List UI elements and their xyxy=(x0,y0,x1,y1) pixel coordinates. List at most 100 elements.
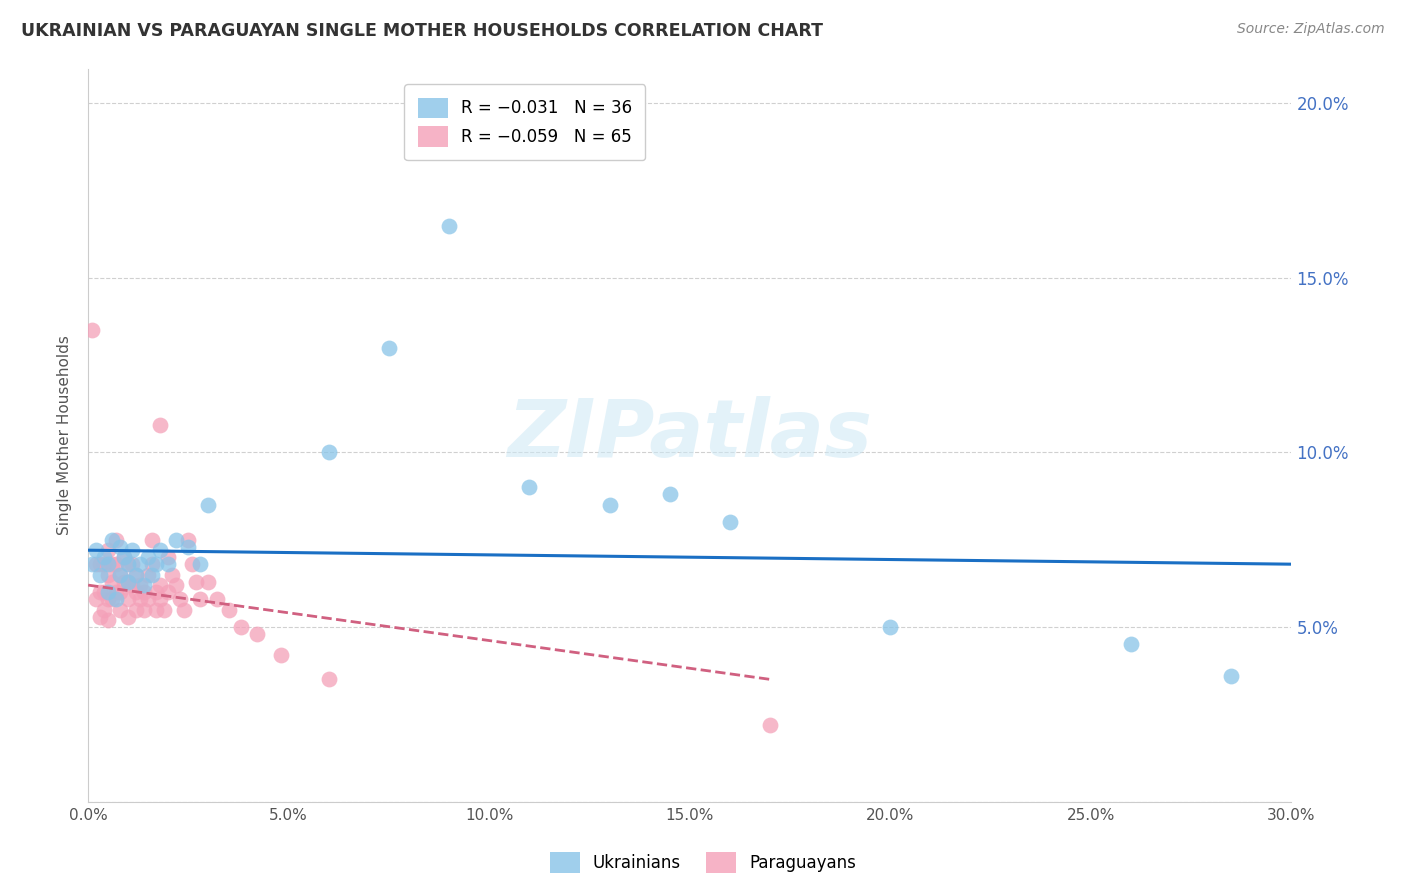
Point xyxy=(125,567,148,582)
Point xyxy=(145,602,167,616)
Point xyxy=(110,602,132,616)
Point xyxy=(136,550,159,565)
Point xyxy=(117,574,139,589)
Point xyxy=(121,557,143,571)
Point xyxy=(177,540,200,554)
Point xyxy=(157,550,180,565)
Point xyxy=(134,585,156,599)
Text: UKRAINIAN VS PARAGUAYAN SINGLE MOTHER HOUSEHOLDS CORRELATION CHART: UKRAINIAN VS PARAGUAYAN SINGLE MOTHER HO… xyxy=(21,22,823,40)
Point xyxy=(173,602,195,616)
Point xyxy=(197,574,219,589)
Point xyxy=(145,557,167,571)
Point xyxy=(84,543,107,558)
Point xyxy=(101,574,124,589)
Point xyxy=(125,567,148,582)
Point xyxy=(879,620,901,634)
Point xyxy=(149,592,172,607)
Point xyxy=(318,445,340,459)
Point xyxy=(117,557,139,571)
Point xyxy=(186,574,208,589)
Point xyxy=(190,592,212,607)
Point xyxy=(125,602,148,616)
Point xyxy=(84,557,107,571)
Point xyxy=(101,533,124,547)
Point xyxy=(437,219,460,233)
Point xyxy=(1220,669,1243,683)
Point xyxy=(121,578,143,592)
Point xyxy=(89,609,111,624)
Point xyxy=(246,627,269,641)
Point xyxy=(157,557,180,571)
Point xyxy=(105,557,128,571)
Point xyxy=(97,557,120,571)
Point xyxy=(190,557,212,571)
Point xyxy=(149,543,172,558)
Point xyxy=(89,557,111,571)
Legend: R = −0.031   N = 36, R = −0.059   N = 65: R = −0.031 N = 36, R = −0.059 N = 65 xyxy=(405,84,645,160)
Point xyxy=(89,567,111,582)
Point xyxy=(229,620,252,634)
Point xyxy=(125,585,148,599)
Point xyxy=(162,567,184,582)
Point xyxy=(141,567,163,582)
Point xyxy=(110,567,132,582)
Point xyxy=(141,533,163,547)
Point xyxy=(89,585,111,599)
Point xyxy=(117,592,139,607)
Point xyxy=(181,557,204,571)
Point xyxy=(378,341,401,355)
Point xyxy=(205,592,228,607)
Y-axis label: Single Mother Households: Single Mother Households xyxy=(58,335,72,535)
Point xyxy=(82,323,104,337)
Text: ZIPatlas: ZIPatlas xyxy=(508,396,872,474)
Point xyxy=(318,673,340,687)
Point xyxy=(270,648,292,662)
Point xyxy=(136,567,159,582)
Point xyxy=(658,487,681,501)
Point xyxy=(218,602,240,616)
Point xyxy=(136,592,159,607)
Point xyxy=(1119,637,1142,651)
Point xyxy=(197,498,219,512)
Point xyxy=(112,574,135,589)
Point xyxy=(117,609,139,624)
Point xyxy=(93,550,115,565)
Point xyxy=(117,557,139,571)
Point xyxy=(153,602,176,616)
Point xyxy=(129,578,152,592)
Point xyxy=(149,417,172,432)
Point xyxy=(165,533,187,547)
Point xyxy=(105,585,128,599)
Point xyxy=(82,557,104,571)
Point xyxy=(105,533,128,547)
Point xyxy=(97,585,120,599)
Point xyxy=(110,567,132,582)
Point xyxy=(101,592,124,607)
Point xyxy=(97,567,120,582)
Point xyxy=(599,498,621,512)
Point xyxy=(93,585,115,599)
Point xyxy=(112,550,135,565)
Point xyxy=(165,578,187,592)
Point xyxy=(149,578,172,592)
Point xyxy=(117,574,139,589)
Point xyxy=(718,516,741,530)
Point xyxy=(97,592,120,607)
Point xyxy=(110,540,132,554)
Point xyxy=(145,585,167,599)
Point xyxy=(121,543,143,558)
Legend: Ukrainians, Paraguayans: Ukrainians, Paraguayans xyxy=(543,846,863,880)
Point xyxy=(84,592,107,607)
Point xyxy=(134,602,156,616)
Point xyxy=(129,592,152,607)
Point xyxy=(97,613,120,627)
Point xyxy=(759,717,782,731)
Point xyxy=(141,557,163,571)
Point xyxy=(93,602,115,616)
Point xyxy=(157,585,180,599)
Text: Source: ZipAtlas.com: Source: ZipAtlas.com xyxy=(1237,22,1385,37)
Point xyxy=(129,557,152,571)
Point xyxy=(110,585,132,599)
Point xyxy=(177,533,200,547)
Point xyxy=(112,550,135,565)
